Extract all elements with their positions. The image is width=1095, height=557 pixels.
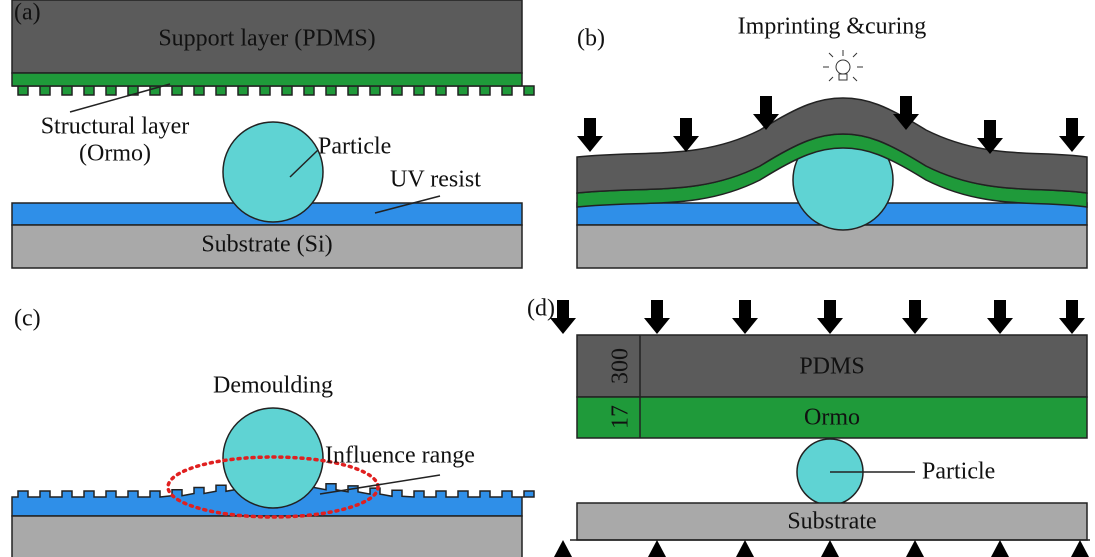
support xyxy=(906,540,924,557)
lamp-icon xyxy=(823,50,863,81)
support xyxy=(991,540,1009,557)
substrate xyxy=(12,516,522,557)
force-arrow xyxy=(644,300,670,334)
support xyxy=(736,540,754,557)
panel-b: (b) Imprinting &curing xyxy=(577,14,1087,269)
substrate-label: Substrate (Si) xyxy=(201,232,332,258)
particle-label: Particle xyxy=(318,134,391,160)
panel-a: (a) Support layer (PDMS) Structural laye… xyxy=(12,0,534,268)
substrate-label: Substrate xyxy=(787,509,876,535)
force-arrow xyxy=(732,300,758,334)
structural-label: (Ormo) xyxy=(79,141,151,167)
panel-title: Imprinting &curing xyxy=(738,14,927,40)
force-arrow xyxy=(902,300,928,334)
force-arrow xyxy=(817,300,843,334)
resist-label: UV resist xyxy=(390,167,481,193)
force-arrow xyxy=(1059,300,1085,334)
particle-label: Particle xyxy=(922,459,995,485)
panel-label: (c) xyxy=(14,306,41,332)
pdms-label: PDMS xyxy=(799,354,864,380)
force-arrow xyxy=(577,118,603,152)
support xyxy=(1071,540,1089,557)
ormo-teeth xyxy=(12,86,534,95)
force-arrow xyxy=(987,300,1013,334)
force-arrow xyxy=(673,118,699,152)
panel-title: Demoulding xyxy=(213,373,333,399)
support-label: Support layer (PDMS) xyxy=(158,26,375,52)
dimension-label: 300 xyxy=(608,348,634,384)
ormo-layer xyxy=(12,73,522,86)
panel-label: (d) xyxy=(527,296,555,322)
support xyxy=(821,540,839,557)
panel-d: (d) 300 17 PDMS Ormo Particle Substrate xyxy=(527,296,1090,557)
figure: (a) Support layer (PDMS) Structural laye… xyxy=(0,0,1095,557)
substrate xyxy=(577,225,1087,268)
particle xyxy=(223,122,323,222)
support xyxy=(648,540,666,557)
influence-label: Influence range xyxy=(325,443,475,469)
structural-label: Structural layer xyxy=(41,114,190,140)
panel-c: (c) Demoulding Influence range xyxy=(12,306,534,557)
panel-label: (a) xyxy=(14,0,41,26)
support xyxy=(554,540,572,557)
ormo-label: Ormo xyxy=(804,405,860,431)
dimension-label: 17 xyxy=(608,405,634,429)
force-arrow xyxy=(1059,118,1085,152)
panel-label: (b) xyxy=(577,26,605,52)
